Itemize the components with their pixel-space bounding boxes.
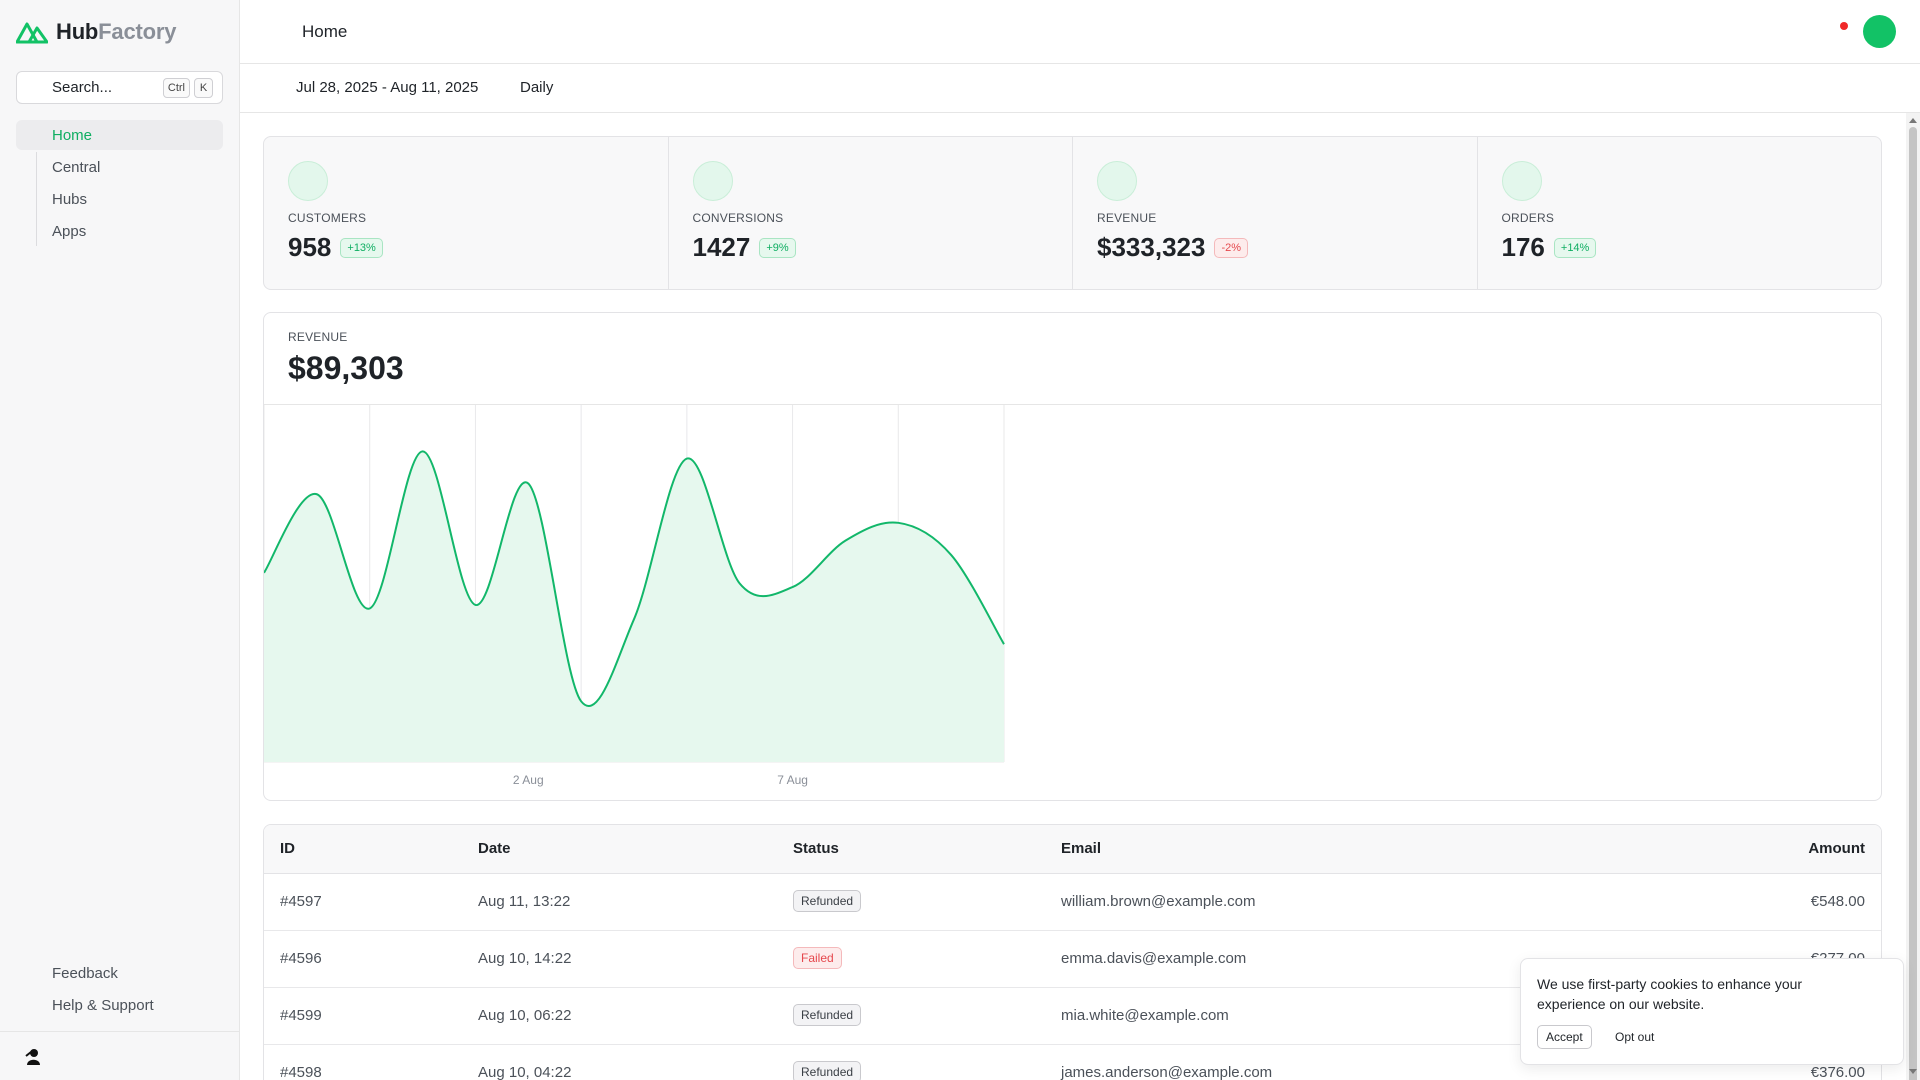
order-date: Aug 11, 13:22 (478, 893, 571, 910)
cookie-message: We use first-party cookies to enhance yo… (1537, 976, 1803, 1012)
column-header-id[interactable]: ID (280, 840, 295, 857)
stat-conversions[interactable]: CONVERSIONS 1427 +9% (669, 137, 1073, 289)
stat-value: $333,323 (1097, 232, 1206, 262)
status-badge: Refunded (793, 1061, 862, 1080)
filter-toolbar: Jul 28, 2025 - Aug 11, 2025 Daily (240, 64, 1920, 113)
page-title: Home (302, 22, 348, 41)
status-badge: Failed (793, 947, 842, 969)
status-badge: Refunded (793, 1004, 862, 1026)
order-date: Aug 10, 04:22 (478, 1064, 572, 1080)
x-tick-label: 2 Aug (513, 773, 544, 787)
period-select[interactable]: Daily (520, 79, 554, 96)
stat-value: 176 (1501, 232, 1545, 262)
column-header-date[interactable]: Date (478, 840, 511, 857)
order-id: #4599 (280, 1007, 322, 1024)
top-bar: Home (240, 0, 1920, 64)
customers-icon (288, 161, 328, 201)
order-email: william.brown@example.com (1061, 893, 1256, 910)
revenue-area-fill (264, 451, 1004, 762)
cookie-banner: We use first-party cookies to enhance yo… (1520, 958, 1904, 1065)
stat-label: ORDERS (1501, 211, 1555, 225)
stat-change-badge: +14% (1553, 237, 1597, 258)
sidebar-item-hubs[interactable]: Hubs (52, 190, 88, 208)
table-row[interactable]: #4598 Aug 10, 04:22 Refunded james.ander… (264, 1045, 1881, 1080)
notification-dot-icon[interactable] (1840, 22, 1848, 30)
status-badge: Refunded (793, 890, 862, 912)
stat-change-badge: +13% (340, 237, 383, 258)
stat-label: CUSTOMERS (288, 211, 367, 225)
order-email: emma.davis@example.com (1061, 950, 1247, 967)
order-id: #4597 (280, 893, 322, 910)
brand-name-part2: Factory (98, 19, 177, 44)
sidebar-item-central[interactable]: Central (52, 158, 101, 176)
order-date: Aug 10, 14:22 (478, 950, 572, 967)
revenue-chart-card: REVENUE $89,303 2 Aug 7 Aug (263, 312, 1882, 801)
orders-icon (1501, 161, 1542, 201)
main-scrollbar[interactable] (1906, 113, 1920, 1080)
chart-label: REVENUE (288, 330, 348, 344)
table-row[interactable]: #4599 Aug 10, 06:22 Refunded mia.white@e… (264, 988, 1881, 1045)
stats-panel: CUSTOMERS 958 +13% CONVERSIONS 1427 +9% … (263, 136, 1882, 290)
sidebar-item-home[interactable]: Home (16, 120, 223, 150)
order-amount: €548.00 (1810, 893, 1865, 910)
nav-tree-line (36, 152, 37, 246)
sidebar: HubFactory Search... Ctrl K Home Central… (0, 0, 240, 1080)
stat-customers[interactable]: CUSTOMERS 958 +13% (264, 137, 669, 289)
chart-total-value: $89,303 (288, 350, 404, 386)
stat-revenue[interactable]: REVENUE $333,323 -2% (1073, 137, 1478, 289)
brand-name-part1: Hub (56, 19, 99, 44)
logo[interactable]: HubFactory (16, 18, 176, 46)
chart-divider (264, 404, 1881, 405)
stat-change-badge: +9% (759, 237, 796, 258)
search-input[interactable]: Search... Ctrl K (16, 71, 223, 104)
date-range-picker[interactable]: Jul 28, 2025 - Aug 11, 2025 (296, 79, 479, 96)
stat-value: 1427 (692, 232, 751, 262)
stat-label: CONVERSIONS (692, 211, 784, 225)
order-amount: €376.00 (1810, 1064, 1865, 1080)
column-header-amount[interactable]: Amount (1808, 840, 1865, 857)
order-email: james.anderson@example.com (1061, 1064, 1273, 1080)
order-id: #4598 (280, 1064, 322, 1080)
user-menu-icon[interactable] (24, 1047, 42, 1067)
scroll-up-arrow-icon[interactable] (1909, 118, 1917, 123)
revenue-area-chart[interactable]: 2 Aug 7 Aug (264, 405, 1883, 801)
sidebar-item-apps[interactable]: Apps (52, 222, 87, 240)
order-date: Aug 10, 06:22 (478, 1007, 572, 1024)
order-email: mia.white@example.com (1061, 1007, 1229, 1024)
x-tick-label: 7 Aug (777, 773, 808, 787)
sidebar-item-help-support[interactable]: Help & Support (52, 996, 154, 1014)
conversions-icon (692, 161, 733, 201)
brand-name: HubFactory (56, 19, 176, 45)
scroll-down-arrow-icon[interactable] (1909, 1069, 1917, 1074)
revenue-series-line[interactable] (264, 450, 1005, 707)
opt-out-button[interactable]: Opt out (1615, 1030, 1655, 1044)
table-header: ID Date Status Email Amount (264, 825, 1881, 874)
sidebar-bottom-nav: Feedback Help & Support (16, 958, 223, 1022)
table-row[interactable]: #4597 Aug 11, 13:22 Refunded william.bro… (264, 874, 1881, 931)
shortcut-k-key: K (194, 78, 213, 98)
stat-value: 958 (288, 232, 332, 262)
column-header-email[interactable]: Email (1061, 840, 1102, 857)
logo-icon (16, 22, 48, 44)
sidebar-nav: Home Central Hubs Apps (16, 120, 223, 248)
avatar[interactable] (1863, 15, 1896, 48)
accept-cookies-button[interactable]: Accept (1537, 1025, 1592, 1049)
column-header-status[interactable]: Status (793, 840, 839, 857)
stat-orders[interactable]: ORDERS 176 +14% (1478, 137, 1882, 289)
stat-label: REVENUE (1097, 211, 1157, 225)
order-id: #4596 (280, 950, 322, 967)
search-placeholder: Search... (52, 79, 113, 96)
revenue-icon (1097, 161, 1137, 201)
sidebar-item-feedback[interactable]: Feedback (52, 964, 118, 982)
sidebar-footer (0, 1031, 240, 1080)
stat-change-badge: -2% (1214, 237, 1249, 258)
scrollbar-thumb[interactable] (1909, 127, 1917, 1080)
shortcut-ctrl-key: Ctrl (162, 78, 190, 98)
